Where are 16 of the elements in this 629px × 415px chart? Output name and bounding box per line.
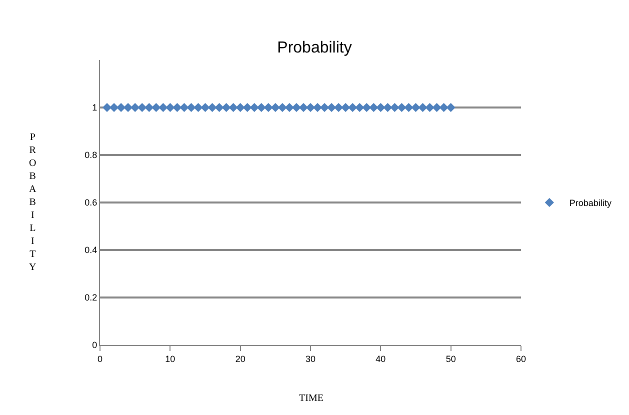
- x-tick-label: 40: [376, 354, 386, 364]
- y-tick-label: 0.4: [84, 245, 98, 256]
- legend-label: Probability: [569, 198, 612, 208]
- y-tick-label: 0.8: [84, 150, 98, 160]
- y-tick-label: 0: [92, 340, 98, 350]
- chart-title: Probability: [277, 40, 352, 57]
- x-tick-label: 50: [446, 354, 456, 364]
- text: PROBABILITY: [29, 132, 36, 273]
- x-tick-label: 30: [305, 354, 316, 364]
- x-tick-label: 10: [165, 354, 176, 364]
- y-tick-label: 0.6: [84, 198, 98, 208]
- y-tick-label: 1: [92, 102, 98, 113]
- x-axis-title: TIME: [299, 393, 324, 404]
- x-tick-label: 60: [516, 354, 526, 364]
- x-tick-label: 20: [235, 354, 246, 364]
- y-tick-label: 0.2: [84, 292, 98, 303]
